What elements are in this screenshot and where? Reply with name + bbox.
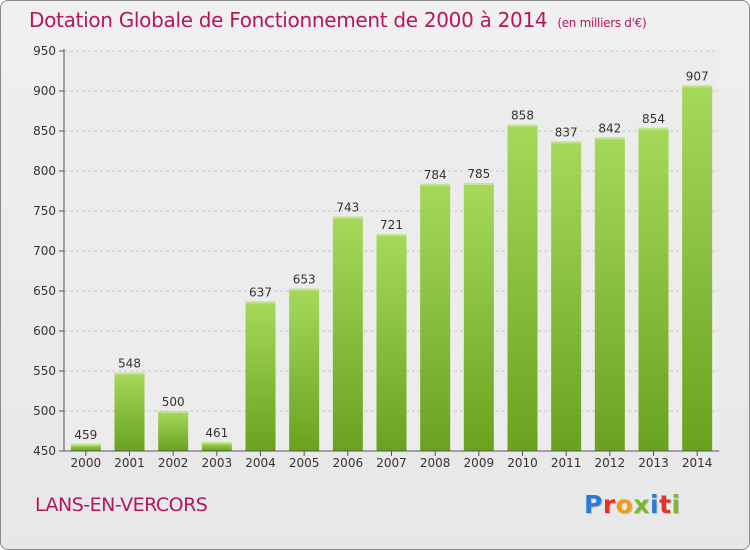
bar	[245, 301, 276, 451]
x-tick-label: 2009	[464, 456, 495, 470]
x-tick-label: 2014	[682, 456, 713, 470]
y-tick-label: 950	[33, 44, 56, 58]
y-tick-label: 500	[33, 404, 56, 418]
proxiti-logo[interactable]: Proxiti	[584, 490, 681, 519]
y-tick-label: 900	[33, 84, 56, 98]
bar-value-label: 842	[598, 121, 621, 135]
bar-value-label: 907	[686, 69, 709, 83]
x-tick-label: 2007	[376, 456, 407, 470]
bar-highlight	[420, 183, 451, 186]
y-tick-label: 550	[33, 364, 56, 378]
bar-highlight	[507, 124, 538, 127]
x-tick-label: 2004	[245, 456, 276, 470]
bar-highlight	[376, 234, 407, 237]
axes: 450 500 550 600 650 700 750 800 850 900 950 2000 200…	[33, 44, 719, 470]
y-tick-label: 650	[33, 284, 56, 298]
bar-value-label: 500	[162, 395, 185, 409]
y-tick-label: 800	[33, 164, 56, 178]
y-tick-label: 450	[33, 444, 56, 458]
bar-value-label: 461	[205, 426, 228, 440]
x-tick-label: 2000	[71, 456, 102, 470]
x-tick-label: 2006	[333, 456, 364, 470]
bar-value-label: 548	[118, 357, 141, 371]
bar-value-label: 854	[642, 112, 665, 126]
x-tick-label: 2013	[638, 456, 669, 470]
logo-letter: o	[615, 490, 634, 519]
y-tick-label: 600	[33, 324, 56, 338]
bar	[158, 411, 189, 451]
bar-value-label: 721	[380, 218, 403, 232]
bar-value-label: 653	[293, 273, 316, 287]
bar-value-label: 837	[555, 125, 578, 139]
chart-title-text: Dotation Globale de Fonctionnement de 20…	[29, 8, 548, 32]
bar	[289, 288, 320, 451]
y-tick-label: 700	[33, 244, 56, 258]
place-name: LANS-EN-VERCORS	[35, 494, 208, 516]
bar-highlight	[201, 442, 232, 445]
logo-letter: i	[650, 490, 660, 519]
y-tick-label: 850	[33, 124, 56, 138]
x-tick-label: 2012	[595, 456, 626, 470]
x-tick-label: 2011	[551, 456, 582, 470]
chart-unit: (en milliers d'€)	[557, 16, 647, 30]
bar-highlight	[114, 372, 145, 375]
bar	[114, 372, 145, 451]
x-tick-label: 2005	[289, 456, 320, 470]
bar-highlight	[638, 127, 669, 130]
bar	[376, 234, 407, 451]
bar	[594, 137, 625, 451]
x-tick-label: 2002	[158, 456, 189, 470]
x-tick-label: 2001	[114, 456, 145, 470]
bar-value-label: 459	[74, 428, 97, 442]
bar-highlight	[70, 443, 101, 446]
bar	[682, 85, 713, 452]
bars: 459 548 500 461 637 653 743 721 784 785 858 837 842 8…	[70, 69, 713, 452]
x-tick-label: 2008	[420, 456, 451, 470]
logo-letter: i	[671, 490, 681, 519]
bar-highlight	[551, 141, 582, 144]
bar-highlight	[682, 85, 713, 88]
bar	[332, 216, 363, 451]
bar	[507, 124, 538, 451]
bar	[420, 183, 451, 452]
bar	[551, 141, 582, 451]
bar-value-label: 784	[424, 168, 447, 182]
x-tick-label: 2010	[507, 456, 538, 470]
logo-letter: r	[602, 490, 616, 519]
x-tick-label: 2003	[202, 456, 233, 470]
y-tick-label: 750	[33, 204, 56, 218]
bar	[638, 127, 669, 452]
logo-letter: x	[633, 490, 650, 519]
chart-title: Dotation Globale de Fonctionnement de 20…	[29, 8, 647, 32]
logo-letter: t	[659, 490, 672, 519]
bar-highlight	[245, 301, 276, 304]
bar	[463, 183, 494, 451]
bar-value-label: 637	[249, 285, 272, 299]
bar-highlight	[332, 216, 363, 219]
bar-value-label: 858	[511, 109, 534, 123]
bar-value-label: 785	[467, 167, 490, 181]
bar-highlight	[594, 137, 625, 140]
bar-highlight	[463, 183, 494, 185]
bar	[70, 443, 101, 451]
bar-highlight	[158, 411, 189, 413]
bar	[201, 442, 232, 451]
logo-letter: P	[584, 490, 603, 519]
bar-highlight	[289, 288, 320, 291]
bar-value-label: 743	[336, 201, 359, 215]
